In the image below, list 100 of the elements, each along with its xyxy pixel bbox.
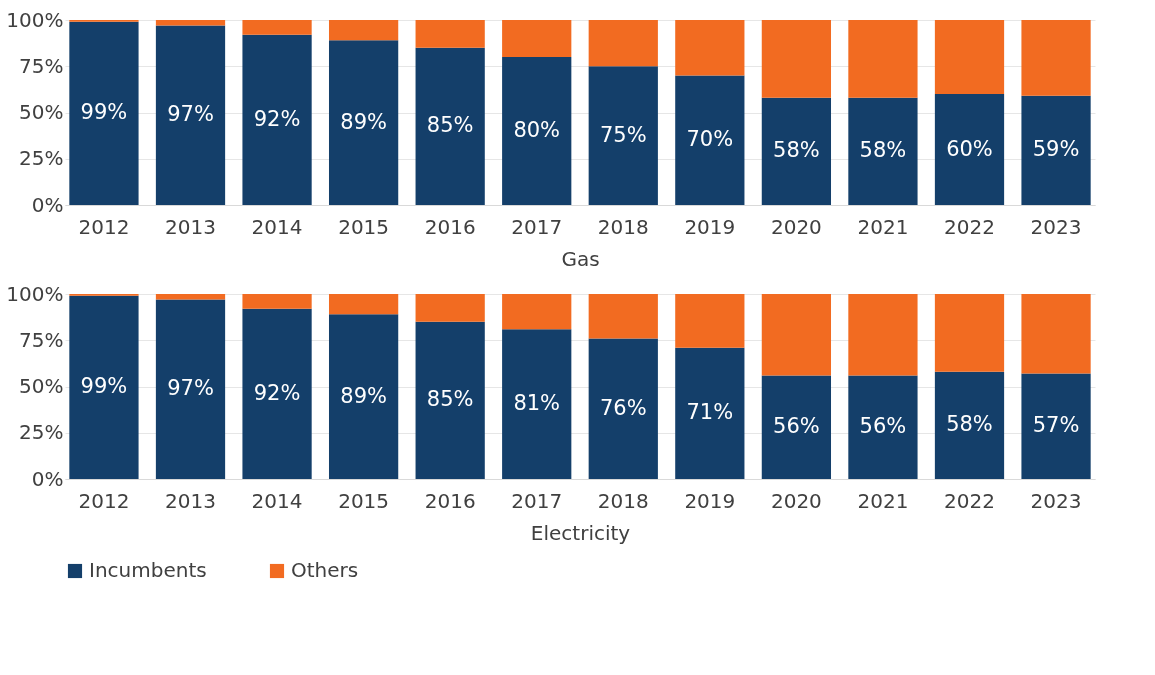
x-tick-label: 2015	[338, 488, 390, 513]
data-label: 58%	[773, 138, 820, 163]
bar	[675, 347, 745, 479]
x-tick-label: 2016	[424, 488, 476, 513]
x-tick-label: 2016	[424, 214, 476, 239]
x-tick-label: 2017	[511, 488, 563, 513]
data-label: 97%	[167, 102, 214, 127]
data-label: 92%	[253, 106, 301, 131]
data-label: 89%	[340, 109, 387, 134]
bar	[761, 97, 832, 205]
data-label: 58%	[859, 138, 907, 163]
data-label: 57%	[1032, 413, 1080, 438]
bar	[242, 308, 312, 479]
bar	[328, 40, 399, 205]
bar	[588, 294, 658, 339]
bar	[328, 20, 399, 41]
bar	[675, 75, 745, 205]
bar	[155, 294, 226, 300]
data-label: 85%	[426, 387, 474, 412]
x-tick-label: 2013	[165, 488, 216, 513]
x-axis-title: Electricity	[530, 520, 631, 545]
x-tick-label: 2023	[1030, 214, 1082, 239]
data-label: 89%	[340, 383, 387, 408]
data-label: 70%	[686, 127, 734, 152]
data-label: 85%	[426, 113, 474, 138]
data-label: 92%	[253, 380, 301, 405]
x-tick-label: 2012	[78, 488, 130, 513]
bar	[1021, 95, 1091, 205]
data-label: 59%	[1032, 137, 1080, 162]
x-tick-label: 2023	[1030, 488, 1082, 513]
x-tick-label: 2017	[511, 214, 563, 239]
data-label: 81%	[513, 391, 561, 416]
bar	[761, 294, 832, 376]
y-tick-label: 75%	[19, 53, 64, 78]
x-tick-label: 2012	[78, 214, 130, 239]
data-label: 97%	[167, 376, 214, 401]
x-tick-label: 2019	[684, 214, 736, 239]
y-tick-label: 0%	[31, 466, 64, 491]
bar	[502, 329, 572, 479]
bar	[1021, 294, 1091, 374]
bar	[69, 21, 139, 205]
x-tick-label: 2015	[338, 214, 390, 239]
bar	[155, 299, 226, 479]
y-tick-label: 50%	[19, 100, 64, 124]
bar	[502, 20, 572, 57]
bar	[242, 294, 312, 309]
x-tick-label: 2019	[684, 488, 736, 513]
bar	[588, 20, 658, 67]
bar	[155, 25, 226, 205]
x-tick-label: 2014	[251, 488, 303, 513]
bar	[502, 57, 572, 205]
bar	[328, 314, 399, 479]
bar	[502, 294, 572, 330]
bar	[848, 294, 918, 376]
x-tick-label: 2021	[857, 214, 909, 239]
bar	[675, 294, 745, 348]
bar	[415, 294, 485, 322]
x-tick-label: 2020	[770, 214, 822, 239]
x-tick-label: 2022	[944, 214, 995, 239]
bar	[1021, 373, 1091, 479]
x-tick-label: 2018	[597, 214, 649, 239]
x-tick-label: 2014	[251, 214, 303, 239]
data-label: 99%	[80, 100, 128, 125]
data-label: 75%	[599, 122, 647, 147]
data-label: 76%	[599, 395, 647, 420]
x-axis-title: Gas	[561, 246, 600, 271]
bar	[934, 20, 1005, 94]
data-label: 71%	[686, 400, 734, 425]
data-label: 99%	[80, 374, 128, 399]
x-tick-label: 2018	[597, 488, 649, 513]
y-tick-label: 25%	[19, 420, 64, 445]
y-tick-label: 50%	[19, 374, 64, 398]
bar	[415, 47, 485, 205]
bar	[588, 66, 658, 205]
bar	[155, 20, 226, 26]
data-label: 58%	[946, 412, 993, 437]
bar	[588, 338, 658, 479]
bar	[675, 20, 745, 76]
bar	[415, 20, 485, 48]
bar	[415, 321, 485, 479]
bar	[1021, 20, 1091, 96]
data-label: 56%	[859, 414, 907, 439]
y-tick-label: 0%	[31, 192, 64, 217]
x-tick-label: 2021	[857, 488, 909, 513]
data-label: 56%	[773, 414, 820, 439]
bar	[69, 295, 139, 479]
bar	[848, 97, 918, 205]
bar	[848, 375, 918, 479]
bar	[934, 94, 1005, 205]
x-tick-label: 2020	[770, 488, 822, 513]
legend-label: Incumbents	[89, 558, 207, 582]
bar	[934, 294, 1005, 372]
y-tick-label: 100%	[6, 281, 64, 306]
y-tick-label: 25%	[19, 146, 64, 171]
bar	[328, 294, 399, 315]
bar	[934, 371, 1005, 479]
bar	[242, 34, 312, 205]
legend-label: Others	[291, 558, 359, 582]
x-tick-label: 2022	[944, 488, 995, 513]
bar	[242, 20, 312, 35]
